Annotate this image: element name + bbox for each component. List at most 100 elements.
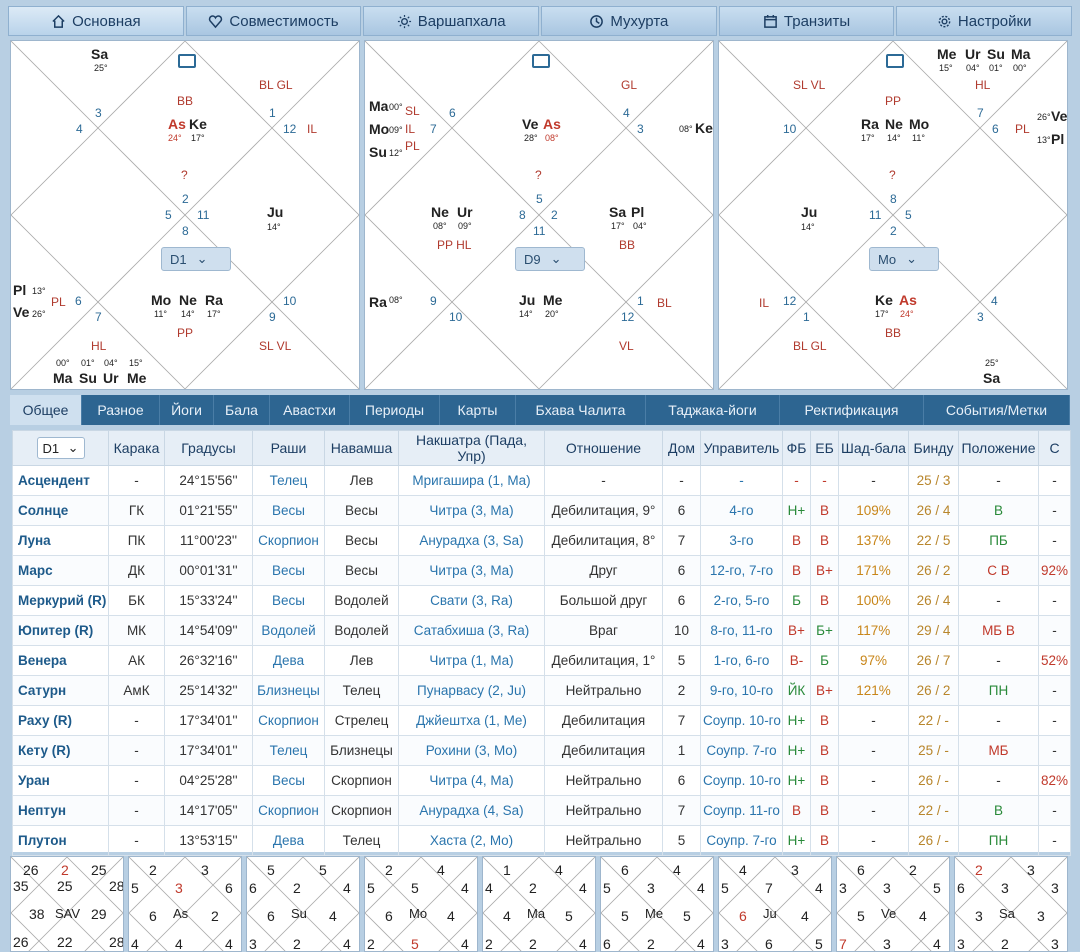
table-cell[interactable]: Читра (1, Ma) [398,645,545,676]
table-cell[interactable]: Хаста (2, Mo) [398,825,545,856]
table-cell[interactable]: - [700,465,783,496]
table-row[interactable]: Юпитер (R) МК 14°54'09'' Водолей Водолей Сата… [12,615,1071,646]
table-cell[interactable]: 9-го, 10-го [700,675,783,706]
col-degrees[interactable]: Градусы [164,430,253,466]
table-cell[interactable]: 2-го, 5-го [700,585,783,616]
planet-name-cell[interactable]: Асцендент [12,465,109,496]
col-eb[interactable]: ЕБ [810,430,839,466]
table-cell[interactable]: Весы [252,765,325,796]
table-cell[interactable]: Соупр. 11-го [700,795,783,826]
chart-d1-varga-select[interactable]: D1 ⌄ [161,247,231,271]
table-row[interactable]: Венера АК 26°32'16'' Дева Лев Читра (1, Ma) Де… [12,645,1071,676]
planet-name-cell[interactable]: Нептун [12,795,109,826]
subtab-general[interactable]: Общее [10,395,82,425]
subtab-avasthi[interactable]: Авастхи [270,395,350,425]
col-s[interactable]: С [1038,430,1071,466]
col-fb[interactable]: ФБ [782,430,811,466]
subtab-events[interactable]: События/Метки [924,395,1070,425]
col-lord[interactable]: Управитель [700,430,783,466]
subtab-misc[interactable]: Разное [82,395,160,425]
table-cell[interactable]: Весы [252,555,325,586]
table-cell[interactable]: Дева [252,645,325,676]
ashtakavarga-chart-su[interactable]: Su 5 5 6 2 4 6 4 3 2 4 [246,856,360,952]
col-relation[interactable]: Отношение [544,430,663,466]
tab-compatibility[interactable]: Совместимость [185,6,362,36]
table-row[interactable]: Кету (R) -17°34'01'' Телец Близнецы Рохини (… [12,735,1071,766]
table-row[interactable]: Сатурн АмК 25°14'32'' Близнецы Телец Пунарвас… [12,675,1071,706]
table-cell[interactable]: Скорпион [252,705,325,736]
table-row[interactable]: Марс ДК 00°01'31'' Весы Весы Читра (3, Ma) Дру… [12,555,1071,586]
col-karaka[interactable]: Карака [108,430,165,466]
subtab-tajaka-yogas[interactable]: Таджака-йоги [646,395,780,425]
table-cell[interactable]: Скорпион [252,795,325,826]
table-row[interactable]: Раху (R) -17°34'01'' Скорпион Стрелец Джйешт… [12,705,1071,736]
table-row[interactable]: Нептун -14°17'05'' Скорпион Скорпион Анурадх… [12,795,1071,826]
planet-name-cell[interactable]: Меркурий (R) [12,585,109,616]
tab-transits[interactable]: Транзиты [718,6,895,36]
subtab-rectification[interactable]: Ректификация [780,395,924,425]
planet-name-cell[interactable]: Юпитер (R) [12,615,109,646]
table-cell[interactable]: Читра (3, Ma) [398,555,545,586]
planet-name-cell[interactable]: Плутон [12,825,109,856]
table-row[interactable]: Асцендент -24°15'56'' Телец Лев Мригашира (1… [12,465,1071,496]
col-house[interactable]: Дом [662,430,701,466]
table-cell[interactable]: Соупр. 10-го [700,765,783,796]
subtab-bhava-chalita[interactable]: Бхава Чалита [516,395,646,425]
table-row[interactable]: Луна ПК 11°00'23'' Скорпион Весы Анурадха (3,… [12,525,1071,556]
planet-name-cell[interactable]: Раху (R) [12,705,109,736]
ashtakavarga-chart-ma[interactable]: Ma 1 4 4 2 4 4 5 2 2 4 [482,856,596,952]
table-row[interactable]: Плутон -13°53'15'' Дева Телец Хаста (2, Mo) Н… [12,825,1071,856]
subtab-periods[interactable]: Периоды [350,395,440,425]
table-cell[interactable]: Рохини (3, Mo) [398,735,545,766]
table-cell[interactable]: 1-го, 6-го [700,645,783,676]
col-bindu[interactable]: Бинду [908,430,959,466]
chart-moon-varga-select[interactable]: Mo ⌄ [869,247,939,271]
planet-name-cell[interactable]: Венера [12,645,109,676]
planet-name-cell[interactable]: Луна [12,525,109,556]
table-cell[interactable]: Мригашира (1, Ma) [398,465,545,496]
chart-d9-expand-icon[interactable] [532,54,550,68]
table-cell[interactable]: Весы [252,585,325,616]
ashtakavarga-chart-ju[interactable]: Ju 4 3 5 7 4 6 4 3 6 5 [718,856,832,952]
table-cell[interactable]: Скорпион [252,525,325,556]
table-cell[interactable]: 3-го [700,525,783,556]
table-cell[interactable]: Телец [252,465,325,496]
table-cell[interactable]: Анурадха (3, Sa) [398,525,545,556]
planet-name-cell[interactable]: Марс [12,555,109,586]
table-cell[interactable]: Читра (4, Ma) [398,765,545,796]
table-cell[interactable]: 12-го, 7-го [700,555,783,586]
planet-name-cell[interactable]: Солнце [12,495,109,526]
col-shadbala[interactable]: Шад-бала [838,430,909,466]
table-cell[interactable]: 8-го, 11-го [700,615,783,646]
planet-name-cell[interactable]: Кету (R) [12,735,109,766]
table-cell[interactable]: Близнецы [252,675,325,706]
subtab-bala[interactable]: Бала [214,395,270,425]
col-position[interactable]: Положение [958,430,1039,466]
ashtakavarga-chart-ve[interactable]: Ve 6 2 3 3 5 5 4 7 3 4 [836,856,950,952]
table-cell[interactable]: Телец [252,735,325,766]
col-nakshatra[interactable]: Накшатра (Пада, Упр) [398,430,545,466]
ashtakavarga-chart-mo[interactable]: Mo 2 4 5 5 4 6 4 2 5 4 [364,856,478,952]
table-cell[interactable]: Водолей [252,615,325,646]
table-cell[interactable]: Дева [252,825,325,856]
table-varga-select[interactable]: D1 ⌄ [36,437,85,459]
ashtakavarga-chart-me[interactable]: Me 6 4 5 3 4 5 5 6 2 4 [600,856,714,952]
chart-moon-expand-icon[interactable] [886,54,904,68]
table-cell[interactable]: Соупр. 7-го [700,825,783,856]
chart-d9-varga-select[interactable]: D9 ⌄ [515,247,585,271]
subtab-yogas[interactable]: Йоги [160,395,214,425]
table-cell[interactable]: 4-го [700,495,783,526]
subtab-cards[interactable]: Карты [440,395,516,425]
table-row[interactable]: Меркурий (R) БК 15°33'24'' Весы Водолей Свати… [12,585,1071,616]
table-cell[interactable]: Сатабхиша (3, Ra) [398,615,545,646]
col-rashi[interactable]: Раши [252,430,325,466]
planet-name-cell[interactable]: Сатурн [12,675,109,706]
table-cell[interactable]: Анурадха (4, Sa) [398,795,545,826]
tab-muhurta[interactable]: Мухурта [541,6,717,36]
table-cell[interactable]: Джйештха (1, Me) [398,705,545,736]
table-cell[interactable]: Весы [252,495,325,526]
col-navamsha[interactable]: Навамша [324,430,399,466]
table-row[interactable]: Солнце ГК 01°21'55'' Весы Весы Читра (3, Ma) Д… [12,495,1071,526]
table-cell[interactable]: Пунарвасу (2, Ju) [398,675,545,706]
ashtakavarga-chart-sav[interactable]: SAV 26 2 25 35 25 28 38 29 26 22 28 [10,856,124,952]
